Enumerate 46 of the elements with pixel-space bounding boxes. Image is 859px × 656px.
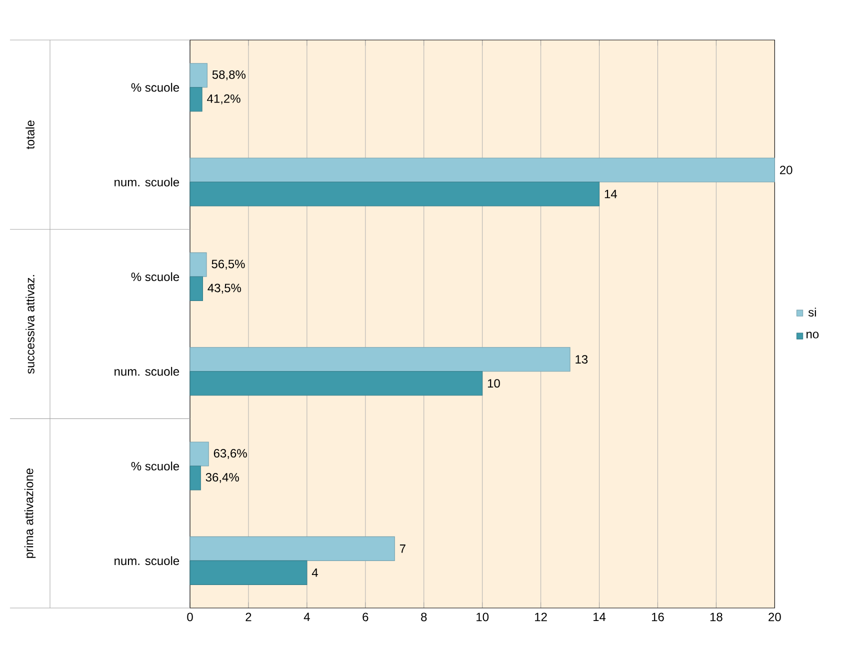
- bar: [190, 560, 308, 585]
- bar: [190, 276, 203, 301]
- data-label: 20: [780, 166, 792, 174]
- y-tick-label: % scuole: [131, 82, 180, 92]
- text: totale: [26, 120, 34, 150]
- bar: [190, 158, 775, 182]
- text: prima attivazione: [24, 468, 36, 558]
- data-label: 13: [576, 355, 588, 364]
- bar: [190, 466, 201, 490]
- data-label: 63,6%: [214, 449, 247, 459]
- x-tick-label: 14: [594, 612, 606, 621]
- bar: [190, 182, 600, 206]
- x-tick-label: 16: [652, 612, 664, 622]
- data-label: 7: [400, 544, 406, 553]
- y-tick-label: num. scuole: [114, 366, 180, 376]
- y-tick-label: num. scuole: [114, 178, 180, 186]
- x-tick-label: 0: [187, 612, 193, 622]
- bar: [190, 442, 209, 466]
- bar: [190, 536, 395, 561]
- legend-label: si: [808, 308, 816, 317]
- data-label: 56,5%: [212, 260, 245, 270]
- bar: [190, 87, 202, 112]
- x-tick-label: 10: [476, 612, 489, 622]
- x-tick-label: 2: [246, 612, 252, 622]
- x-tick-label: 4: [304, 612, 310, 621]
- y-tick-label: % scuole: [131, 462, 180, 470]
- data-label: 4: [312, 568, 318, 577]
- text: successiva attivaz.: [26, 275, 34, 374]
- legend-label: no: [806, 332, 819, 338]
- bar: [190, 371, 483, 396]
- bar: [190, 252, 207, 277]
- y-tick-label: % scuole: [131, 272, 180, 282]
- x-tick-label: 18: [710, 612, 722, 622]
- data-label: 41,2%: [207, 94, 240, 104]
- x-tick-label: 6: [362, 612, 368, 622]
- x-tick-label: 8: [421, 612, 427, 622]
- data-label: 43,5%: [208, 284, 242, 294]
- bar: [190, 63, 208, 88]
- x-tick-label: 12: [535, 612, 547, 622]
- data-label: 14: [604, 190, 617, 198]
- x-tick-label: 20: [768, 612, 781, 622]
- data-label: 58,8%: [212, 70, 246, 80]
- data-label: 36,4%: [206, 473, 239, 483]
- y-tick-label: num. scuole: [114, 556, 180, 566]
- bar: [190, 347, 570, 372]
- data-label: 10: [488, 379, 500, 388]
